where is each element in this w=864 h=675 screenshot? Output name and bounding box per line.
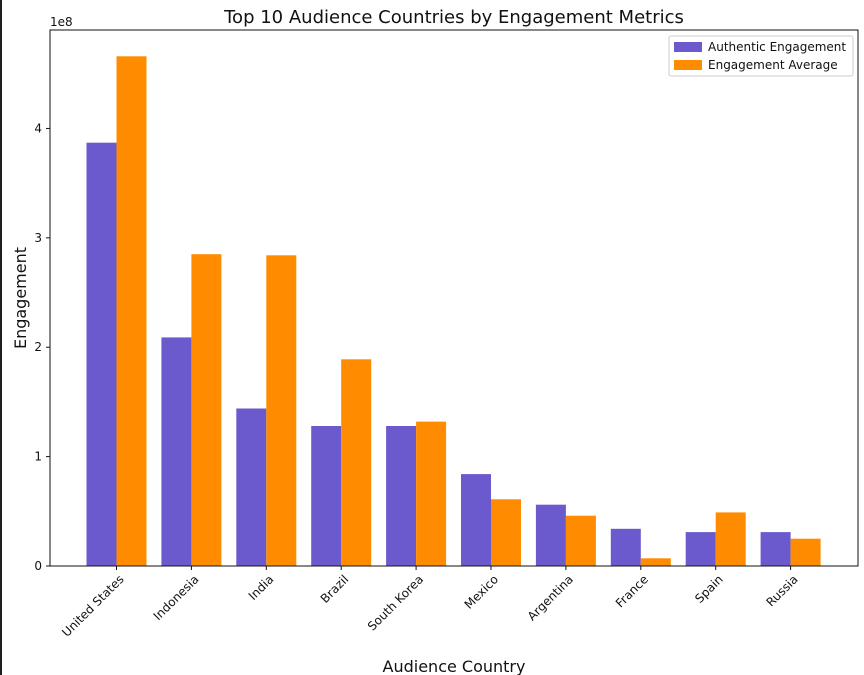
bar-authentic-engagement-russia — [760, 532, 791, 566]
legend-swatch — [674, 60, 702, 70]
bars-group — [86, 56, 821, 567]
x-tick-label: Mexico — [462, 572, 502, 612]
legend: Authentic Engagement Engagement Average — [668, 35, 854, 77]
bar-authentic-engagement-brazil — [311, 426, 342, 566]
chart-title: Top 10 Audience Countries by Engagement … — [223, 7, 684, 28]
y-tick-label: 2 — [34, 340, 42, 354]
y-tick-label: 3 — [34, 231, 42, 245]
bar-engagement-average-russia — [790, 538, 821, 566]
bar-authentic-engagement-mexico — [461, 474, 491, 566]
y-tick-label: 0 — [34, 559, 42, 573]
x-tick-label: Indonesia — [151, 572, 202, 623]
x-axis: United States Indonesia India Brazil South K… — [59, 566, 801, 640]
bar-authentic-engagement-united-states — [86, 142, 117, 566]
x-tick-label: Russia — [764, 572, 801, 609]
bar-engagement-average-india — [266, 255, 297, 567]
x-tick-label: United States — [59, 572, 126, 639]
x-tick-label: Argentina — [525, 572, 576, 623]
bar-engagement-average-united-states — [116, 56, 147, 567]
bar-engagement-average-france — [640, 558, 671, 566]
legend-label: Authentic Engagement — [708, 40, 846, 54]
legend-swatch — [674, 42, 702, 52]
y-offset-label: 1e8 — [50, 15, 73, 29]
bar-engagement-average-spain — [715, 512, 746, 566]
x-axis-label: Audience Country — [383, 657, 526, 675]
bar-authentic-engagement-india — [236, 408, 267, 566]
bar-authentic-engagement-france — [610, 528, 641, 566]
bar-engagement-average-mexico — [491, 499, 521, 566]
bar-authentic-engagement-spain — [685, 532, 716, 566]
x-tick-label: France — [613, 572, 651, 610]
x-tick-label: Spain — [692, 572, 726, 606]
y-tick-label: 4 — [34, 121, 42, 135]
bar-engagement-average-brazil — [341, 359, 372, 566]
legend-label: Engagement Average — [708, 58, 838, 72]
x-tick-label: India — [246, 572, 277, 603]
bar-authentic-engagement-argentina — [535, 504, 566, 566]
x-tick-label: Brazil — [318, 572, 352, 606]
y-axis: 0 1 2 3 4 — [34, 121, 50, 573]
bar-engagement-average-indonesia — [191, 254, 222, 566]
bar-engagement-average-south-korea — [416, 421, 447, 566]
legend-box — [668, 35, 854, 77]
bar-engagement-average-argentina — [565, 515, 596, 566]
y-tick-label: 1 — [34, 450, 42, 464]
bar-authentic-engagement-south-korea — [386, 426, 417, 566]
x-tick-label: South Korea — [365, 572, 426, 633]
bar-authentic-engagement-indonesia — [161, 337, 192, 566]
plot-area-frame — [49, 29, 859, 567]
y-axis-label: Engagement — [11, 247, 30, 349]
